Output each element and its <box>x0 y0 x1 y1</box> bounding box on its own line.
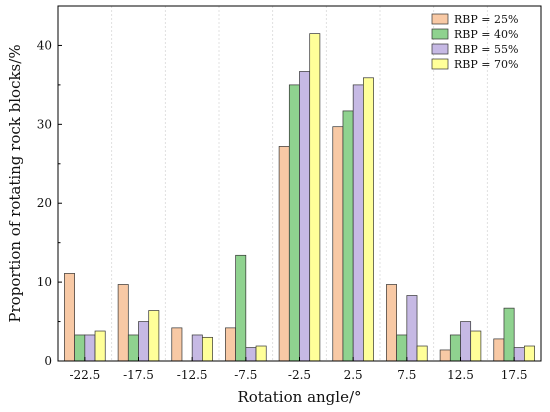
bar <box>278 146 290 362</box>
x-tick-label: 7.5 <box>397 368 416 382</box>
bar <box>138 321 150 362</box>
bar <box>406 295 418 362</box>
x-tick-label: 17.5 <box>501 368 528 382</box>
bar <box>396 334 408 362</box>
bar <box>524 345 535 362</box>
bar <box>84 334 96 362</box>
bar <box>352 84 364 362</box>
x-tick-label: -7.5 <box>234 368 257 382</box>
bar <box>64 273 75 362</box>
bar <box>386 284 397 362</box>
y-tick-label: 0 <box>44 354 52 368</box>
y-axis-ticks: 0 10 20 30 40 <box>37 38 62 368</box>
legend-swatch <box>431 28 449 40</box>
grid-lines <box>111 6 488 361</box>
bar <box>460 321 472 362</box>
legend-label: RBP = 55% <box>454 43 518 56</box>
bar <box>191 334 203 362</box>
legend-item: RBP = 25% <box>431 13 518 26</box>
bar <box>74 334 86 362</box>
x-axis-label: Rotation angle/° <box>237 388 361 406</box>
bar <box>470 330 482 362</box>
bar <box>245 347 257 362</box>
legend-label: RBP = 25% <box>454 13 518 26</box>
legend-swatch <box>431 58 449 70</box>
y-tick-label: 10 <box>37 275 52 289</box>
legend-item: RBP = 70% <box>431 58 518 71</box>
legend-item: RBP = 55% <box>431 43 518 56</box>
bar <box>117 284 129 362</box>
bar <box>363 77 374 362</box>
bar <box>299 71 311 362</box>
legend-label: RBP = 70% <box>454 58 518 71</box>
bar <box>449 334 461 362</box>
bar <box>255 345 267 362</box>
bar <box>513 347 525 362</box>
bar <box>171 327 183 362</box>
bar <box>202 336 213 362</box>
x-tick-label: 2.5 <box>344 368 363 382</box>
y-tick-label: 20 <box>37 196 52 210</box>
x-tick-label: -17.5 <box>123 368 154 382</box>
bar <box>416 345 428 362</box>
bar <box>148 310 160 362</box>
bar <box>235 254 247 362</box>
bar <box>288 84 300 362</box>
legend-swatch <box>431 13 449 25</box>
bar <box>309 33 321 362</box>
y-tick-label: 30 <box>37 117 52 131</box>
legend-label: RBP = 40% <box>454 28 518 41</box>
bar <box>342 110 354 362</box>
legend-item: RBP = 40% <box>431 28 518 41</box>
x-tick-label: -22.5 <box>69 368 100 382</box>
bar <box>127 334 139 362</box>
legend: RBP = 25% RBP = 40% RBP = 55% RBP = 70% <box>431 13 518 71</box>
legend-swatch <box>431 43 449 55</box>
bar <box>503 307 515 362</box>
x-tick-label: 12.5 <box>447 368 474 382</box>
x-tick-label: -2.5 <box>288 368 311 382</box>
bar <box>439 349 451 362</box>
y-axis-label: Proportion of rotating rock blocks/% <box>6 44 24 322</box>
x-tick-label: -12.5 <box>177 368 208 382</box>
bar <box>493 338 505 362</box>
bars <box>64 33 535 362</box>
y-tick-label: 40 <box>37 38 52 52</box>
bar <box>332 126 344 362</box>
bar <box>225 327 236 362</box>
bar <box>94 330 106 362</box>
x-axis-ticks: -22.5 -17.5 -12.5 -7.5 -2.5 2.5 7.5 12.5 17.5 <box>69 357 528 382</box>
